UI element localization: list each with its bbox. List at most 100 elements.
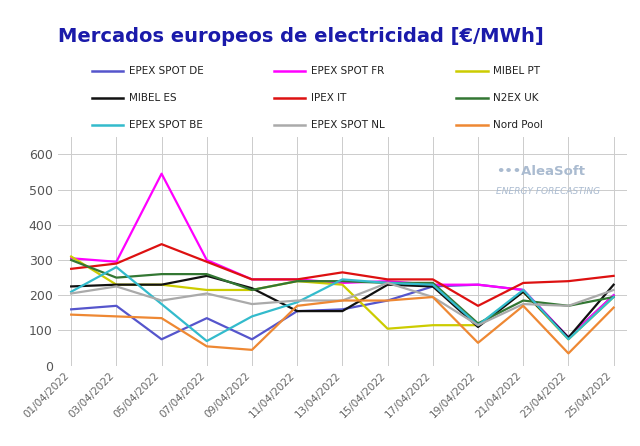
Nord Pool bbox=[248, 347, 256, 352]
N2EX UK bbox=[429, 280, 436, 285]
Line: MIBEL ES: MIBEL ES bbox=[71, 276, 614, 338]
EPEX SPOT BE bbox=[113, 264, 120, 270]
Line: EPEX SPOT DE: EPEX SPOT DE bbox=[71, 285, 614, 339]
N2EX UK bbox=[339, 278, 346, 284]
MIBEL PT bbox=[564, 337, 572, 342]
MIBEL ES bbox=[564, 335, 572, 340]
EPEX SPOT BE bbox=[67, 289, 75, 294]
EPEX SPOT FR bbox=[293, 277, 301, 282]
Nord Pool bbox=[339, 298, 346, 303]
EPEX SPOT NL bbox=[610, 287, 618, 293]
Nord Pool bbox=[384, 298, 392, 303]
EPEX SPOT FR bbox=[67, 256, 75, 261]
Line: MIBEL PT: MIBEL PT bbox=[71, 256, 614, 339]
Text: MIBEL PT: MIBEL PT bbox=[493, 66, 540, 76]
EPEX SPOT FR bbox=[113, 259, 120, 264]
EPEX SPOT DE bbox=[339, 307, 346, 312]
EPEX SPOT DE bbox=[248, 337, 256, 342]
EPEX SPOT FR bbox=[564, 335, 572, 340]
MIBEL PT bbox=[610, 294, 618, 300]
Line: EPEX SPOT BE: EPEX SPOT BE bbox=[71, 267, 614, 341]
EPEX SPOT NL bbox=[339, 298, 346, 303]
MIBEL PT bbox=[429, 322, 436, 328]
IPEX IT bbox=[429, 277, 436, 282]
MIBEL PT bbox=[339, 282, 346, 287]
MIBEL PT bbox=[384, 326, 392, 331]
EPEX SPOT FR bbox=[248, 277, 256, 282]
EPEX SPOT BE bbox=[157, 301, 165, 307]
EPEX SPOT FR bbox=[384, 278, 392, 284]
Nord Pool bbox=[203, 344, 211, 349]
Nord Pool bbox=[293, 303, 301, 309]
MIBEL ES bbox=[67, 284, 75, 289]
EPEX SPOT FR bbox=[610, 293, 618, 298]
Line: IPEX IT: IPEX IT bbox=[71, 244, 614, 306]
N2EX UK bbox=[384, 280, 392, 285]
EPEX SPOT BE bbox=[203, 339, 211, 344]
EPEX SPOT DE bbox=[157, 337, 165, 342]
MIBEL ES bbox=[610, 282, 618, 287]
Text: IPEX IT: IPEX IT bbox=[311, 93, 346, 103]
EPEX SPOT NL bbox=[293, 298, 301, 303]
IPEX IT bbox=[384, 277, 392, 282]
IPEX IT bbox=[474, 303, 482, 309]
MIBEL PT bbox=[474, 322, 482, 328]
EPEX SPOT DE bbox=[293, 309, 301, 314]
EPEX SPOT NL bbox=[520, 301, 527, 307]
MIBEL PT bbox=[248, 287, 256, 293]
Nord Pool bbox=[67, 312, 75, 317]
IPEX IT bbox=[610, 273, 618, 279]
EPEX SPOT NL bbox=[157, 298, 165, 303]
IPEX IT bbox=[157, 241, 165, 247]
N2EX UK bbox=[610, 294, 618, 300]
N2EX UK bbox=[157, 272, 165, 277]
Text: EPEX SPOT BE: EPEX SPOT BE bbox=[129, 120, 203, 130]
EPEX SPOT DE bbox=[203, 315, 211, 321]
EPEX SPOT BE bbox=[293, 300, 301, 305]
IPEX IT bbox=[564, 278, 572, 284]
EPEX SPOT NL bbox=[113, 284, 120, 289]
Nord Pool bbox=[564, 351, 572, 356]
Nord Pool bbox=[429, 294, 436, 300]
MIBEL ES bbox=[293, 309, 301, 314]
EPEX SPOT BE bbox=[520, 287, 527, 293]
EPEX SPOT FR bbox=[157, 171, 165, 176]
Text: N2EX UK: N2EX UK bbox=[493, 93, 539, 103]
EPEX SPOT DE bbox=[520, 287, 527, 293]
Line: Nord Pool: Nord Pool bbox=[71, 297, 614, 353]
IPEX IT bbox=[67, 266, 75, 272]
EPEX SPOT DE bbox=[384, 298, 392, 303]
Line: N2EX UK: N2EX UK bbox=[71, 260, 614, 323]
EPEX SPOT NL bbox=[67, 291, 75, 296]
EPEX SPOT BE bbox=[339, 277, 346, 282]
MIBEL ES bbox=[113, 282, 120, 287]
Text: Nord Pool: Nord Pool bbox=[493, 120, 543, 130]
EPEX SPOT DE bbox=[67, 307, 75, 312]
EPEX SPOT BE bbox=[248, 314, 256, 319]
EPEX SPOT BE bbox=[564, 337, 572, 342]
MIBEL ES bbox=[384, 282, 392, 287]
N2EX UK bbox=[67, 257, 75, 263]
Text: EPEX SPOT FR: EPEX SPOT FR bbox=[311, 66, 385, 76]
N2EX UK bbox=[520, 298, 527, 303]
MIBEL ES bbox=[474, 324, 482, 330]
EPEX SPOT NL bbox=[474, 322, 482, 328]
MIBEL PT bbox=[520, 289, 527, 294]
IPEX IT bbox=[113, 261, 120, 266]
EPEX SPOT NL bbox=[203, 291, 211, 296]
N2EX UK bbox=[113, 275, 120, 281]
Text: •••AleaSoft: •••AleaSoft bbox=[496, 165, 585, 178]
N2EX UK bbox=[474, 321, 482, 326]
EPEX SPOT FR bbox=[203, 257, 211, 263]
MIBEL ES bbox=[157, 282, 165, 287]
MIBEL ES bbox=[248, 285, 256, 291]
EPEX SPOT BE bbox=[474, 322, 482, 328]
IPEX IT bbox=[339, 270, 346, 275]
EPEX SPOT NL bbox=[384, 280, 392, 285]
EPEX SPOT NL bbox=[248, 301, 256, 307]
Text: Mercados europeos de electricidad [€/MWh]: Mercados europeos de electricidad [€/MWh… bbox=[58, 27, 543, 46]
Text: EPEX SPOT DE: EPEX SPOT DE bbox=[129, 66, 204, 76]
MIBEL PT bbox=[67, 254, 75, 259]
MIBEL ES bbox=[339, 309, 346, 314]
EPEX SPOT FR bbox=[474, 282, 482, 287]
